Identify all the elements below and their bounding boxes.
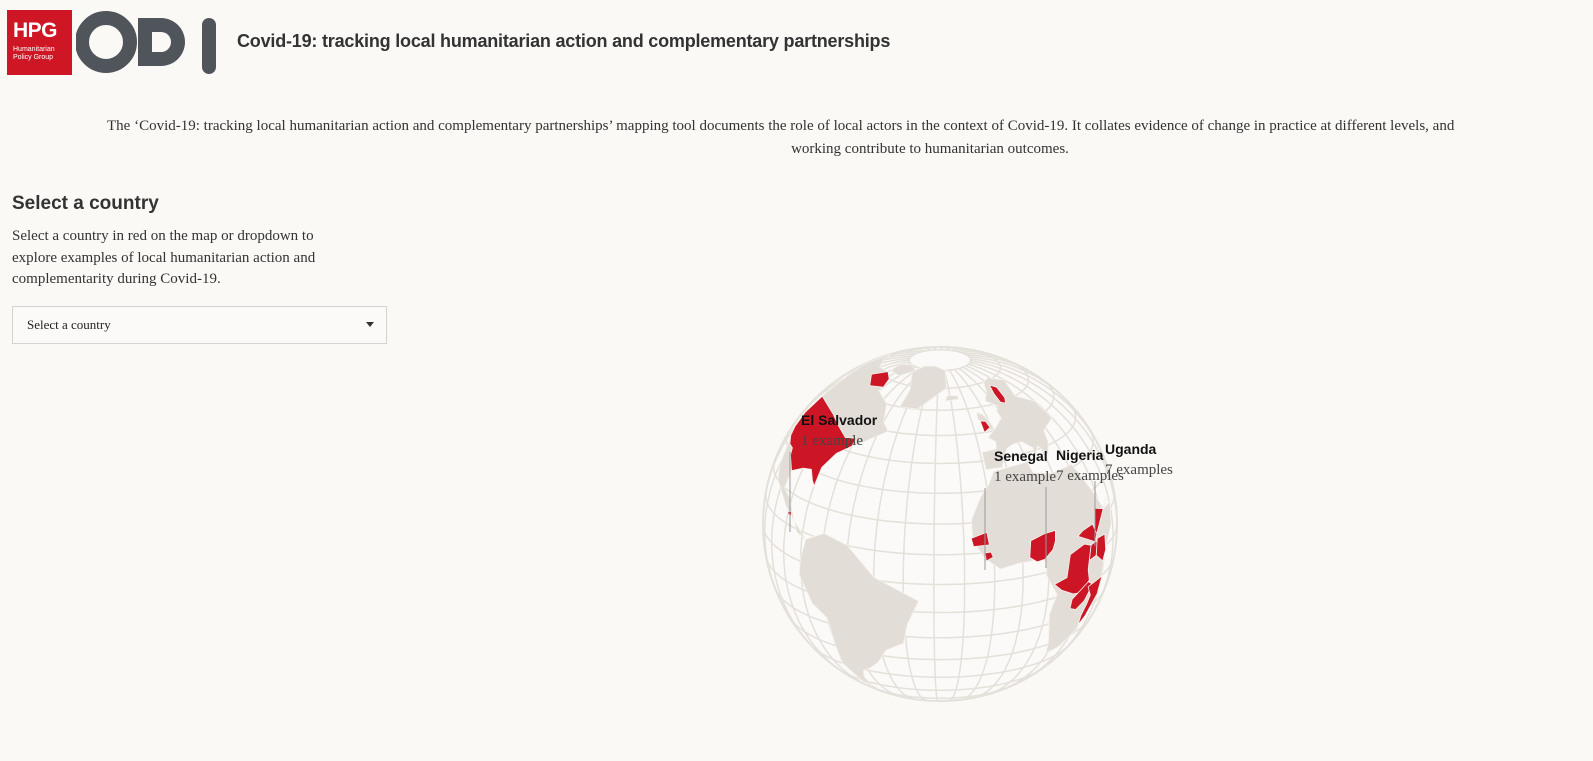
page-title: Covid-19: tracking local humanitarian ac… <box>237 31 891 51</box>
highlighted-country[interactable] <box>789 395 857 488</box>
graticule <box>811 645 1068 679</box>
odi-logo[interactable] <box>76 10 224 75</box>
landmass <box>890 363 916 377</box>
country-label[interactable]: El Salvador <box>801 412 878 428</box>
highlighted-country[interactable] <box>984 551 994 562</box>
graticule <box>970 357 1104 455</box>
country-label[interactable]: Uganda <box>1105 441 1157 457</box>
logo-subtext: Humanitarian Policy Group <box>13 46 55 61</box>
dropdown-arrow <box>366 322 374 327</box>
graticule <box>902 370 935 701</box>
example-count: 7 examples <box>1105 462 1173 478</box>
landmass <box>899 365 947 410</box>
graticule <box>871 686 1008 700</box>
hpg-logo[interactable]: HPG Humanitarian Policy Group <box>7 10 72 75</box>
graticule <box>908 348 972 372</box>
highlighted-country[interactable] <box>979 420 991 434</box>
highlighted-country[interactable] <box>1069 581 1094 610</box>
dropdown-label: Select a country <box>27 317 111 332</box>
graticule <box>789 357 910 431</box>
graticule <box>943 370 966 701</box>
logo-text: HPG <box>13 19 58 42</box>
landmass <box>944 395 959 402</box>
graticule <box>969 356 1066 400</box>
highlighted-country[interactable] <box>869 371 890 388</box>
highlighted-country[interactable] <box>988 384 1007 404</box>
highlighted-country[interactable] <box>1029 529 1056 563</box>
country-dropdown[interactable]: Select a country <box>12 306 387 344</box>
highlighted-country[interactable] <box>1095 533 1107 562</box>
graticule <box>933 370 940 701</box>
graticule <box>968 363 1105 657</box>
example-count: 7 examples <box>1056 468 1124 484</box>
intro-text: working contribute to humanitarian outco… <box>791 141 1069 157</box>
country-label[interactable]: Nigeria <box>1056 447 1104 463</box>
highlighted-country[interactable] <box>1077 575 1103 626</box>
graticule <box>872 369 930 700</box>
highlighted-country[interactable] <box>1053 543 1092 595</box>
country-label[interactable]: Senegal <box>994 448 1048 464</box>
landmass <box>798 532 920 687</box>
example-count: 1 example <box>801 433 863 449</box>
graticule <box>967 354 1033 374</box>
intro-text: The ‘Covid-19: tracking local humanitari… <box>107 118 1455 134</box>
sidebar-description: Select a country in red on the map or dr… <box>12 228 316 287</box>
example-count: 1 example <box>994 469 1056 485</box>
sidebar-heading: Select a country <box>12 193 159 214</box>
